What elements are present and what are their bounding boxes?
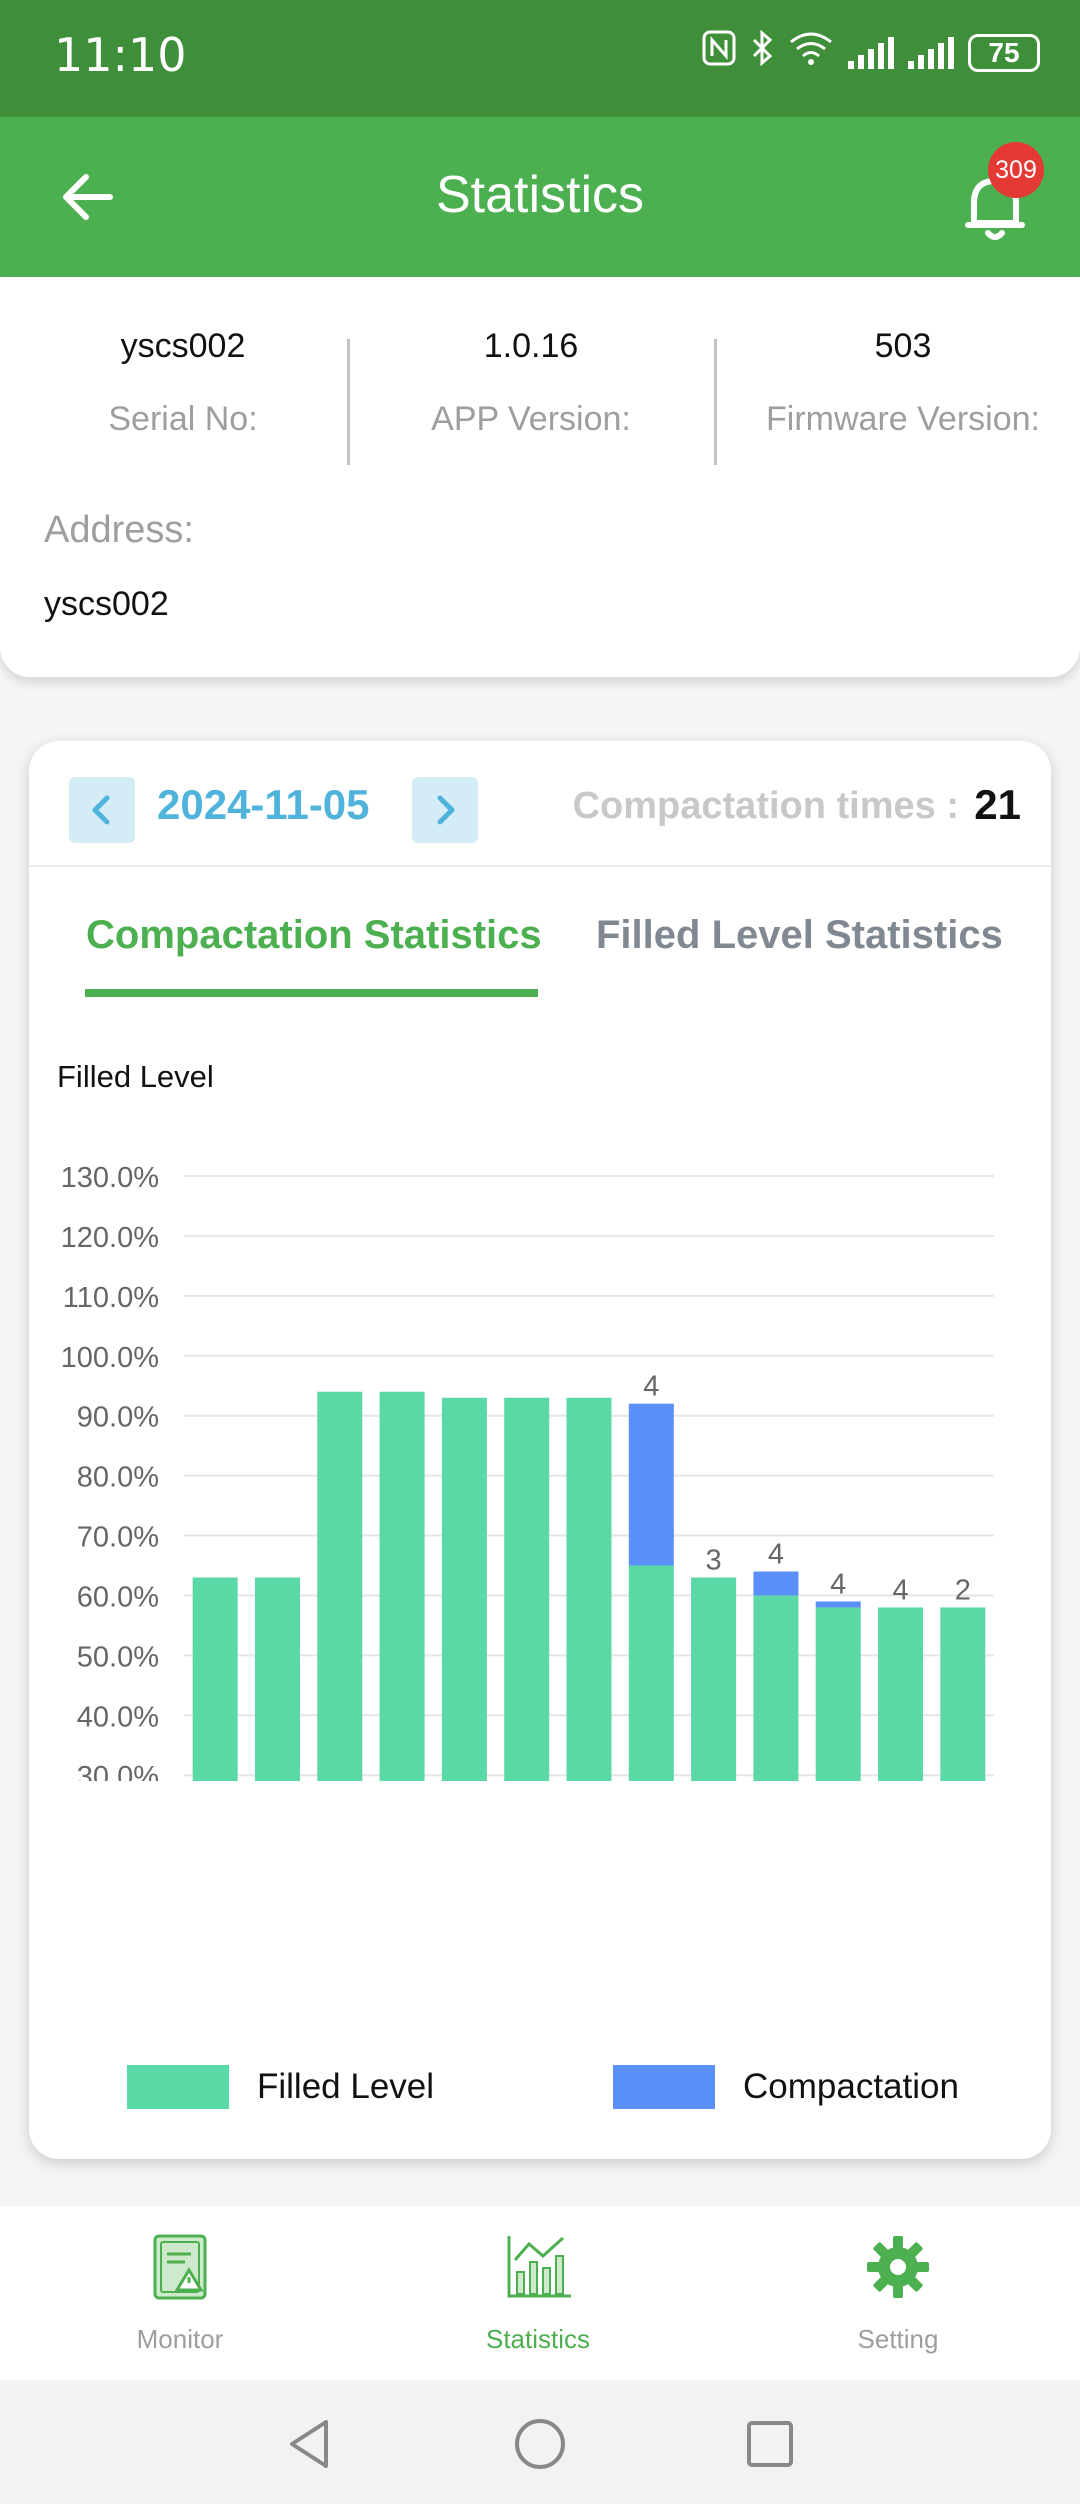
- bar-data-label: 4: [643, 1371, 659, 1403]
- address-label: Address:: [44, 509, 194, 551]
- firmware-label: Firmware Version:: [766, 400, 1040, 438]
- arrow-left-icon: [63, 174, 113, 220]
- status-time: 11:10: [54, 28, 187, 82]
- statistics-card: 2024-11-05 Compactation times : 21 Compa…: [29, 741, 1051, 2159]
- app-version-value: 1.0.16: [483, 327, 579, 365]
- legend-label: Filled Level: [257, 2067, 435, 2106]
- back-button[interactable]: [58, 169, 118, 225]
- next-date-button[interactable]: [412, 777, 478, 843]
- tab-filled-level-statistics[interactable]: Filled Level Statistics: [596, 913, 1003, 957]
- system-nav-bar: [0, 2380, 1080, 2504]
- bar-filled-level: [504, 1397, 550, 1781]
- y-tick-label: 30.0%: [77, 1761, 159, 1781]
- chart-y-axis-title: Filled Level: [57, 1059, 214, 1094]
- nav-statistics-label: Statistics: [485, 2324, 591, 2354]
- nav-monitor-label: Monitor: [136, 2324, 224, 2354]
- legend-swatch: [127, 2065, 229, 2109]
- serial-value: yscs002: [120, 327, 246, 365]
- bar-filled-level: [441, 1397, 487, 1781]
- serial-label: Serial No:: [108, 400, 258, 438]
- bottom-nav: Monitor Statistics Setting: [0, 2206, 1080, 2380]
- y-tick-label: 110.0%: [63, 1282, 159, 1314]
- bluetooth-icon: [750, 29, 774, 75]
- divider: [714, 339, 717, 465]
- bar-data-label: 4: [768, 1538, 784, 1570]
- y-tick-label: 100.0%: [61, 1342, 159, 1374]
- bar-compaction: [815, 1601, 861, 1608]
- chevron-left-icon: [92, 795, 110, 825]
- page-title: Statistics: [435, 166, 645, 224]
- bar-compaction: [753, 1571, 799, 1596]
- nav-statistics[interactable]: Statistics: [438, 2232, 638, 2355]
- app-version-column: 1.0.16 APP Version:: [348, 327, 714, 439]
- bar-data-label: 4: [830, 1568, 846, 1600]
- status-bar: 11:10 75: [0, 0, 1080, 117]
- status-icons: 75: [702, 29, 1040, 75]
- bar-filled-level: [878, 1607, 924, 1781]
- system-home-button[interactable]: [512, 2416, 568, 2472]
- app-bar: Statistics: [0, 117, 1080, 277]
- nav-setting-label: Setting: [857, 2324, 939, 2354]
- legend-swatch: [613, 2065, 715, 2109]
- bar-filled-level: [379, 1391, 425, 1781]
- bar-filled-level: [940, 1607, 986, 1781]
- monitor-icon: [145, 2232, 215, 2302]
- battery-icon: 75: [968, 33, 1040, 72]
- signal-icon: [848, 36, 894, 69]
- statistics-icon: [503, 2232, 573, 2302]
- bar-filled-level: [254, 1577, 300, 1781]
- legend-label: Compactation: [743, 2067, 959, 2106]
- y-tick-label: 60.0%: [77, 1581, 159, 1613]
- previous-date-button[interactable]: [69, 777, 135, 843]
- y-tick-label: 90.0%: [77, 1402, 159, 1434]
- device-info-card: yscs002 Serial No: 1.0.16 APP Version: 5…: [0, 277, 1080, 677]
- bar-filled-level: [192, 1577, 238, 1781]
- divider: [347, 339, 350, 465]
- y-tick-label: 130.0%: [61, 1162, 159, 1194]
- bar-data-label: 2: [955, 1574, 971, 1606]
- system-back-button[interactable]: [282, 2416, 338, 2472]
- nav-setting[interactable]: Setting: [798, 2232, 998, 2355]
- filled-level-chart: 0.0%10.0%20.0%30.0%40.0%50.0%60.0%70.0%8…: [61, 1162, 994, 1781]
- selected-date[interactable]: 2024-11-05: [157, 781, 370, 828]
- y-tick-label: 50.0%: [77, 1641, 159, 1673]
- bar-filled-level: [753, 1595, 799, 1781]
- bar-data-label: 3: [706, 1544, 722, 1576]
- circle-home-icon: [515, 2419, 565, 2469]
- bar-data-label: 4: [892, 1574, 908, 1606]
- y-tick-label: 120.0%: [61, 1222, 159, 1254]
- bar-filled-level: [691, 1577, 737, 1781]
- nfc-icon: [702, 30, 736, 75]
- y-tick-label: 80.0%: [77, 1462, 159, 1494]
- firmware-value: 503: [874, 327, 932, 365]
- notification-badge: 309: [988, 142, 1044, 198]
- bar-filled-level: [815, 1607, 861, 1781]
- bar-filled-level: [566, 1397, 612, 1781]
- active-tab-indicator: [85, 989, 538, 997]
- signal-icon: [908, 36, 954, 69]
- divider: [29, 865, 1051, 867]
- legend-item-compaction: Compactation: [613, 2065, 959, 2109]
- bar-compaction: [628, 1403, 674, 1566]
- triangle-back-icon: [290, 2420, 328, 2468]
- legend-item-filled-level: Filled Level: [127, 2065, 434, 2109]
- bar-filled-level: [628, 1565, 674, 1781]
- system-recents-button[interactable]: [742, 2416, 798, 2472]
- chevron-right-icon: [437, 795, 455, 825]
- y-tick-label: 70.0%: [77, 1522, 159, 1554]
- app-version-label: APP Version:: [431, 400, 631, 438]
- firmware-column: 503 Firmware Version:: [720, 327, 1080, 439]
- nav-monitor[interactable]: Monitor: [80, 2232, 280, 2355]
- square-recents-icon: [747, 2421, 793, 2467]
- serial-column: yscs002 Serial No:: [0, 327, 366, 439]
- compaction-times-label: Compactation times :: [572, 785, 959, 827]
- compaction-times-value: 21: [974, 781, 1021, 828]
- tab-compaction-statistics[interactable]: Compactation Statistics: [86, 913, 542, 957]
- bar-filled-level: [317, 1391, 363, 1781]
- address-value: yscs002: [44, 585, 169, 623]
- wifi-icon: [788, 30, 834, 75]
- y-tick-label: 40.0%: [77, 1701, 159, 1733]
- gear-icon: [863, 2232, 933, 2302]
